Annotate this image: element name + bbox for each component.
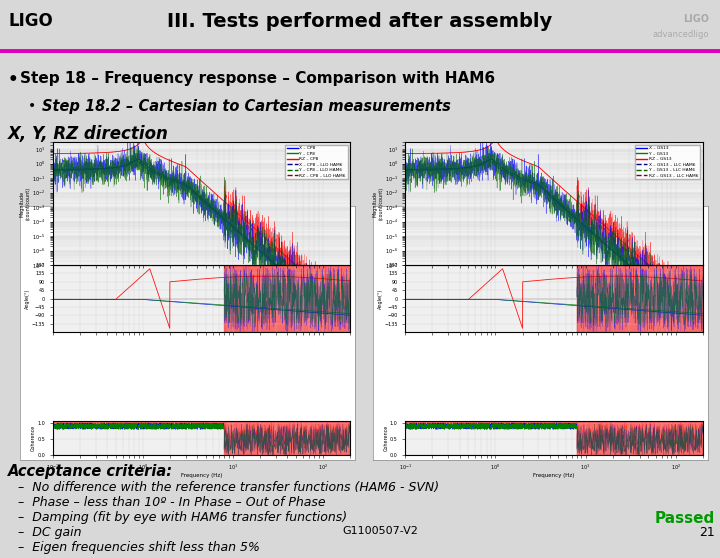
Text: Step 18.2 – Cartesian to Cartesian measurements: Step 18.2 – Cartesian to Cartesian measu… [42, 99, 451, 114]
Text: G1100507-V2: G1100507-V2 [342, 526, 418, 536]
Text: –  DC gain: – DC gain [18, 526, 81, 539]
Y-axis label: Magnitude
(count/count): Magnitude (count/count) [19, 187, 30, 220]
Y-axis label: Coherence: Coherence [31, 425, 36, 451]
Text: •: • [28, 99, 36, 113]
Text: –  No difference with the reference transfer functions (HAM6 - SVN): – No difference with the reference trans… [18, 481, 439, 494]
Text: –  Phase – less than 10º - In Phase – Out of Phase: – Phase – less than 10º - In Phase – Out… [18, 496, 325, 509]
Y-axis label: Angle(°): Angle(°) [25, 288, 30, 309]
Text: LIGO: LIGO [683, 13, 709, 23]
Text: Passed: Passed [654, 511, 715, 526]
Text: advancedligo: advancedligo [653, 30, 709, 39]
Legend: X – CP8, Y – CP8, RZ – CP8, X – CP8 – LLO HAM6, Y – CP8 – LLO HAM6, RZ – CP8 – L: X – CP8, Y – CP8, RZ – CP8, X – CP8 – LL… [284, 145, 348, 180]
Y-axis label: Angle(°): Angle(°) [378, 288, 383, 309]
Y-axis label: Magnitude
(count/count): Magnitude (count/count) [372, 187, 383, 220]
Text: Acceptance criteria:: Acceptance criteria: [8, 464, 173, 479]
Text: –  Damping (fit by eye with HAM6 transfer functions): – Damping (fit by eye with HAM6 transfer… [18, 511, 347, 524]
Y-axis label: Coherence: Coherence [384, 425, 389, 451]
Text: –  Eigen frequencies shift less than 5%: – Eigen frequencies shift less than 5% [18, 541, 260, 555]
Legend: X – GS13, Y – GS13, RZ – GS13, X – GS13 – LLC HAM6, Y – GS13 – LLC HAM6, RZ – GS: X – GS13, Y – GS13, RZ – GS13, X – GS13 … [634, 145, 701, 180]
Text: •: • [8, 71, 19, 89]
Text: 21: 21 [699, 526, 715, 539]
Text: Step 18 – Frequency response – Comparison with HAM6: Step 18 – Frequency response – Compariso… [20, 71, 495, 86]
Text: LIGO: LIGO [9, 12, 53, 30]
X-axis label: Frequency (Hz): Frequency (Hz) [181, 473, 222, 478]
Title: HAM-ISI – LLO – Unit #3 – Cartesian to Cartesian – April 5th, 2011: HAM-ISI – LLO – Unit #3 – Cartesian to C… [438, 200, 643, 205]
Title: HAM-ISI – LLO – Unit #3 – Cartesian to Cartesian – April 5th, 2011: HAM-ISI – LLO – Unit #3 – Cartesian to C… [85, 200, 290, 205]
X-axis label: Frequency (Hz): Frequency (Hz) [534, 473, 575, 478]
Text: III. Tests performed after assembly: III. Tests performed after assembly [167, 12, 553, 31]
Text: X, Y, RZ direction: X, Y, RZ direction [8, 125, 169, 143]
